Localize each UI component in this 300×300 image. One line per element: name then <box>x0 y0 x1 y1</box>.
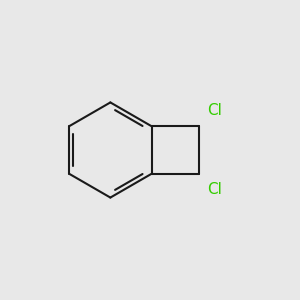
Text: Cl: Cl <box>207 182 222 197</box>
Text: Cl: Cl <box>207 103 222 118</box>
